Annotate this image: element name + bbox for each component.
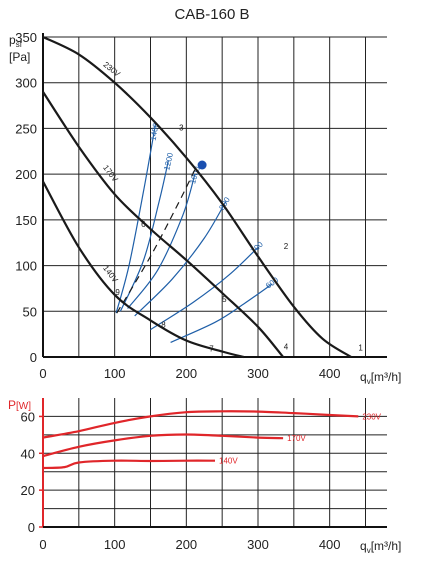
- power-x-axis-label: qv[m³/h]: [360, 539, 401, 555]
- system-curve-700: [150, 246, 259, 331]
- x-axis-label: qv[m³/h]: [360, 370, 401, 386]
- y-tick-label: 200: [15, 167, 37, 182]
- pressure-curves: 140012001000800700600230V170V140V1234567…: [42, 36, 363, 359]
- point-label: 6: [141, 220, 146, 229]
- power-curves: 230V 170V 140V: [42, 410, 382, 470]
- power-curve-170V: [42, 433, 284, 458]
- chart-title: CAB-160 B: [174, 6, 249, 23]
- y-tick-label: 250: [15, 121, 37, 136]
- power-y-axis-label: P[W]: [8, 398, 31, 412]
- point-label: 9: [115, 288, 120, 297]
- fan-curve-230V: [42, 36, 352, 358]
- x-tick-label: 200: [175, 366, 197, 381]
- point-label: 8: [161, 321, 166, 330]
- fan-curve-140V: [42, 180, 244, 359]
- power-curve-label: 170V: [287, 434, 306, 443]
- power-curve-label: 230V: [362, 412, 381, 421]
- power-y-tick-label: 0: [28, 520, 35, 535]
- power-y-tick-label: 20: [21, 483, 35, 498]
- point-label: 7: [209, 345, 214, 354]
- power-curve-label: 140V: [219, 457, 238, 466]
- x-tick-label: 300: [247, 366, 269, 381]
- point-label: 1: [358, 344, 363, 353]
- pressure-chart-axis-labels: psf [Pa] qv[m³/h]: [9, 33, 401, 386]
- power-chart-ticks: 0 20 40 60 0 100 200 300 400: [21, 409, 341, 552]
- system-curve-label: 800: [217, 195, 232, 212]
- point-label: 2: [284, 242, 289, 251]
- power-chart-axis-labels: P[W] qv[m³/h]: [8, 398, 401, 555]
- y-tick-label: 50: [23, 304, 37, 319]
- power-x-tick-label: 100: [104, 537, 126, 552]
- system-curve-label: 1200: [162, 151, 175, 171]
- x-tick-label: 0: [39, 366, 46, 381]
- y-axis-label: psf: [9, 33, 23, 49]
- x-tick-label: 100: [104, 366, 126, 381]
- point-label: 3: [179, 123, 184, 132]
- power-x-tick-label: 0: [39, 537, 46, 552]
- y-tick-label: 350: [15, 30, 37, 45]
- y-axis-unit: [Pa]: [9, 50, 30, 64]
- dashed-reference-line: [116, 169, 196, 314]
- pressure-chart-ticks: 0 50 100 150 200 250 300 350 0 100 200 300 400: [15, 30, 340, 381]
- fan-curve-label: 230V: [101, 60, 122, 79]
- power-y-tick-label: 40: [21, 446, 35, 461]
- system-curve-800: [134, 201, 227, 317]
- power-x-tick-label: 200: [175, 537, 197, 552]
- system-curve-label: 1400: [149, 122, 161, 142]
- system-curve-1400: [115, 123, 157, 314]
- fan-curve-170V: [42, 91, 284, 358]
- point-label: 4: [284, 343, 289, 352]
- power-curve-230V: [42, 410, 359, 439]
- y-tick-label: 300: [15, 76, 37, 91]
- power-chart-grid: [42, 398, 387, 528]
- power-x-tick-label: 300: [247, 537, 269, 552]
- x-tick-label: 400: [319, 366, 341, 381]
- system-curve-600: [170, 283, 273, 343]
- power-x-tick-label: 400: [319, 537, 341, 552]
- y-tick-label: 150: [15, 213, 37, 228]
- operating-point-marker: [197, 160, 207, 170]
- y-tick-label: 0: [30, 350, 37, 365]
- system-curve-1000: [127, 173, 196, 309]
- power-curve-140V: [42, 459, 216, 470]
- point-label: 5: [222, 295, 227, 304]
- y-tick-label: 100: [15, 259, 37, 274]
- power-y-tick-label: 60: [21, 409, 35, 424]
